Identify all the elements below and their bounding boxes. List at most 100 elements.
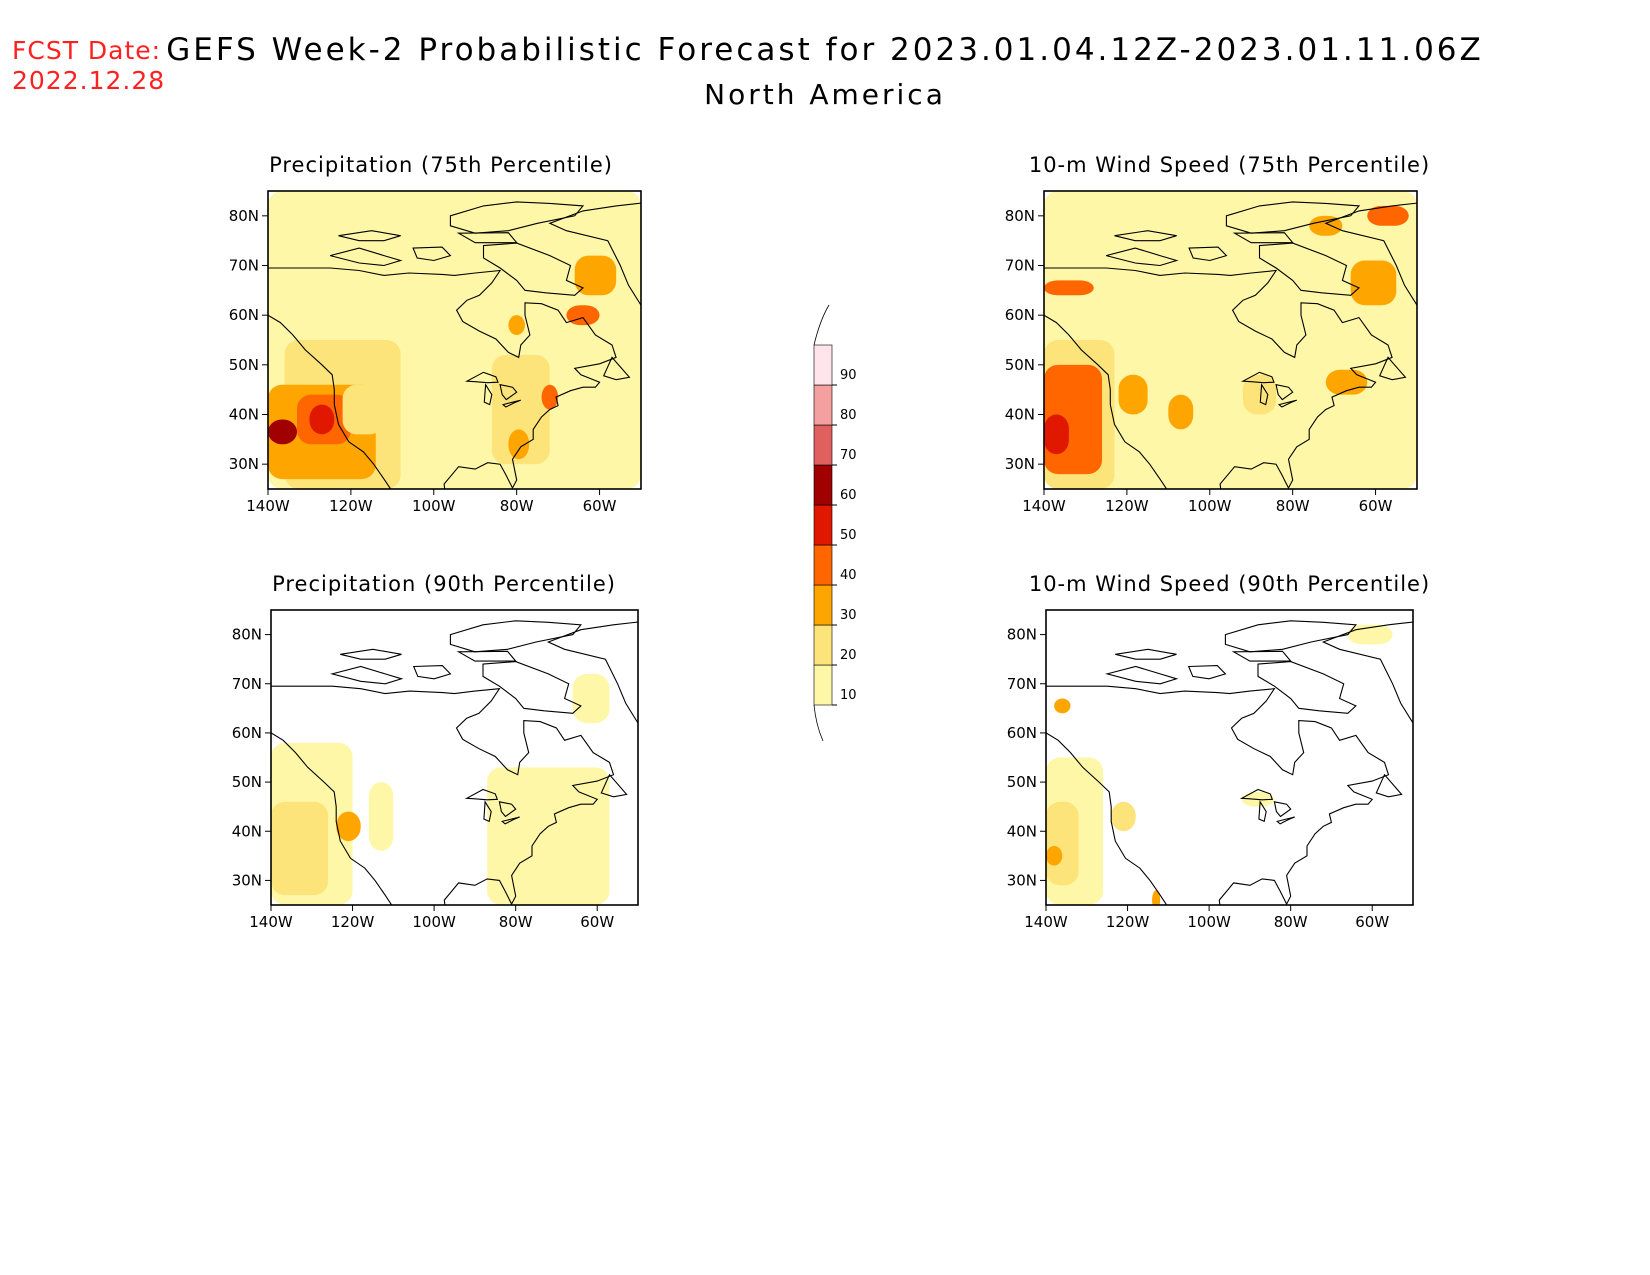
lake-outline-3	[501, 816, 520, 825]
probability-area-4	[268, 419, 298, 445]
probability-area-5	[1168, 394, 1194, 430]
lat-label: 40N	[229, 406, 259, 424]
probability-area-6	[342, 384, 385, 435]
lat-label: 40N	[1005, 406, 1035, 424]
probability-area-6	[1242, 374, 1277, 415]
lat-label: 30N	[1007, 871, 1037, 889]
lon-label: 60W	[1355, 913, 1389, 931]
colorbar-swatch-90	[813, 344, 833, 386]
lon-label: 60W	[583, 497, 617, 515]
coastline	[1046, 685, 1390, 905]
probability-area-10	[541, 384, 559, 410]
lon-label: 120W	[329, 497, 373, 515]
island-outline-3	[340, 648, 402, 660]
island-outline-1	[482, 242, 584, 296]
colorbar-swatch-30	[813, 584, 833, 626]
probability-area-9	[1367, 205, 1409, 226]
probability-area-4	[487, 767, 610, 905]
fcst-date-label: FCST Date:	[12, 36, 162, 65]
colorbar-swatch-20	[813, 624, 833, 666]
lat-label: 70N	[1005, 257, 1035, 275]
map-panel-wind75: 30N 40N 50N 60N 70N 80N 140W 120W 100W 80W 60W	[1005, 190, 1418, 515]
colorbar-swatch-60	[813, 464, 833, 506]
probability-area-11	[508, 315, 525, 336]
probability-area-3	[1111, 801, 1136, 832]
probability-area-3	[368, 782, 394, 851]
lat-label: 70N	[229, 257, 259, 275]
lon-label: 100W	[412, 497, 456, 515]
lat-label: 40N	[232, 822, 262, 840]
colorbar-swatch-10	[813, 664, 833, 706]
map-frame	[1045, 609, 1414, 906]
lake-outline-3	[1277, 399, 1298, 408]
lon-label: 120W	[1105, 497, 1149, 515]
lat-label: 30N	[232, 871, 262, 889]
shading-layer	[1046, 610, 1413, 905]
colorbar-label: 60	[840, 488, 857, 503]
probability-area-5	[572, 673, 610, 724]
coastline	[268, 267, 617, 489]
lon-label: 80W	[500, 497, 534, 515]
lat-label: 40N	[1007, 822, 1037, 840]
colorbar-label: 10	[840, 688, 857, 703]
colorbar-swatch-80	[813, 384, 833, 426]
island-outline-6	[548, 202, 641, 306]
probability-area-5	[309, 404, 335, 435]
lake-outline-0	[464, 371, 499, 384]
lon-label: 100W	[412, 913, 456, 931]
colorbar-bottom-cap	[813, 704, 824, 742]
lake-outline-3	[501, 399, 522, 408]
lake-outline-0	[1239, 788, 1274, 801]
probability-area-4	[1152, 890, 1161, 905]
island-outline-4	[412, 665, 452, 680]
lat-label: 80N	[1007, 626, 1037, 644]
region-title: North America	[704, 78, 946, 111]
panel-title-wind90: 10-m Wind Speed (90th Percentile)	[1028, 572, 1431, 596]
probability-area-1	[1046, 801, 1079, 886]
probability-area-4	[1118, 374, 1148, 415]
map-panel-wind90: 30N 40N 50N 60N 70N 80N 140W 120W 100W 80W 60W	[1007, 609, 1414, 931]
island-outline-7	[600, 773, 628, 798]
probability-area-13	[574, 255, 617, 296]
coastline	[1044, 267, 1393, 489]
lake-outline-1	[1258, 800, 1267, 823]
lon-label: 80W	[499, 913, 533, 931]
island-outline-2	[330, 247, 403, 267]
probability-area-9	[508, 429, 530, 460]
island-outline-5	[456, 232, 518, 244]
island-outline-6	[546, 621, 638, 724]
island-outline-2	[330, 665, 404, 685]
lon-label: 80W	[1276, 497, 1310, 515]
lat-label: 80N	[232, 626, 262, 644]
probability-area-11	[1044, 280, 1094, 296]
probability-area-8	[1325, 369, 1368, 395]
island-outline-5	[1231, 650, 1292, 662]
fcst-date-value: 2022.12.28	[12, 66, 166, 95]
lon-label: 80W	[1274, 913, 1308, 931]
colorbar-label: 20	[840, 648, 857, 663]
lat-label: 60N	[1005, 306, 1035, 324]
lake-outline-0	[1240, 371, 1275, 384]
lon-label: 120W	[1106, 913, 1150, 931]
lon-label: 100W	[1188, 497, 1232, 515]
lat-label: 60N	[229, 306, 259, 324]
map-frame	[1043, 190, 1418, 490]
lat-label: 50N	[1007, 773, 1037, 791]
island-outline-4	[1188, 246, 1228, 262]
colorbar-swatch-70	[813, 424, 833, 466]
island-outline-3	[1115, 648, 1177, 660]
lon-label: 120W	[331, 913, 375, 931]
lat-label: 80N	[1005, 207, 1035, 225]
island-outline-0	[1225, 201, 1361, 234]
lon-label: 60W	[1359, 497, 1393, 515]
island-outline-5	[456, 650, 517, 662]
forecast-date-block: FCST Date: 2022.12.28	[12, 36, 165, 96]
lat-label: 70N	[1007, 675, 1037, 693]
probability-area-7	[1054, 698, 1071, 714]
colorbar-label: 90	[840, 368, 857, 383]
lat-label: 60N	[1007, 724, 1037, 742]
probability-area-12	[566, 305, 600, 326]
map-frame	[267, 190, 642, 490]
colorbar-swatch-50	[813, 504, 833, 546]
colorbar-legend: 10 20 30 40 50 60 70 80 90	[813, 304, 857, 742]
